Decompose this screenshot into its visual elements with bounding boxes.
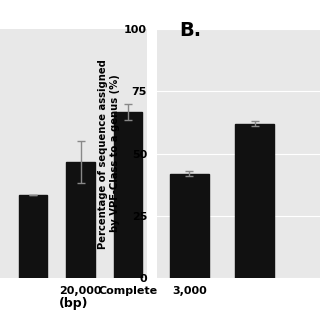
Bar <box>235 124 274 278</box>
X-axis label: (bp): (bp) <box>59 297 88 310</box>
Text: B.: B. <box>179 21 202 40</box>
Bar <box>67 162 95 320</box>
Bar <box>114 112 142 320</box>
Bar <box>19 195 47 320</box>
Y-axis label: Percentage of sequence assigned
by VPF-Class to a genus (%): Percentage of sequence assigned by VPF-C… <box>98 59 120 249</box>
Bar <box>170 173 209 278</box>
